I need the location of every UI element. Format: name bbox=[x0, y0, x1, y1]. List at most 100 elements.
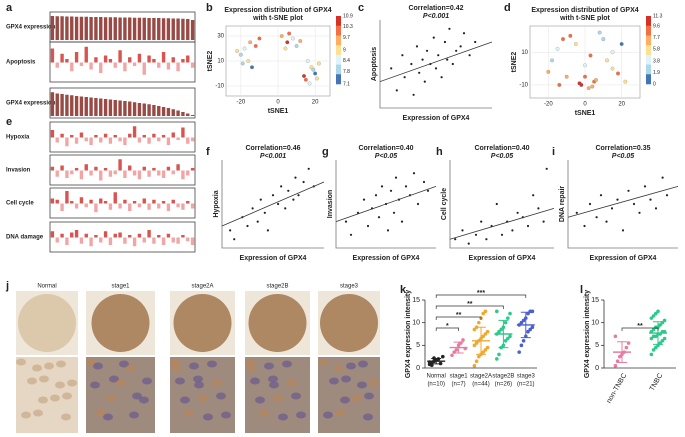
bar bbox=[190, 168, 195, 171]
bar bbox=[142, 166, 146, 171]
colorbar-swatch bbox=[336, 35, 341, 46]
colorbar-label: 1.9 bbox=[653, 70, 660, 76]
panel-label: d bbox=[504, 2, 511, 14]
dot bbox=[651, 348, 656, 352]
bar bbox=[55, 237, 59, 243]
y-axis-label: Invasion bbox=[327, 190, 334, 218]
bar bbox=[70, 135, 74, 138]
point bbox=[500, 233, 504, 236]
row-frame bbox=[49, 121, 196, 153]
bar bbox=[190, 115, 195, 116]
point bbox=[251, 207, 254, 210]
point bbox=[616, 71, 620, 76]
axes bbox=[379, 20, 492, 109]
panel-label: l bbox=[580, 284, 583, 296]
bar bbox=[84, 16, 88, 40]
bar bbox=[123, 137, 127, 145]
bar bbox=[171, 237, 175, 243]
fit-line bbox=[335, 186, 437, 222]
axes bbox=[449, 160, 554, 249]
x-tick-label: -20 bbox=[237, 100, 246, 106]
bar bbox=[99, 198, 103, 204]
panel-label: k bbox=[400, 284, 407, 296]
tissue-core bbox=[248, 294, 307, 352]
bar bbox=[152, 18, 156, 40]
bar bbox=[147, 137, 151, 144]
cell bbox=[129, 411, 139, 419]
bar bbox=[161, 170, 166, 178]
bar bbox=[94, 235, 98, 238]
point bbox=[542, 220, 545, 223]
colorbar-label: 10.3 bbox=[343, 24, 353, 30]
point bbox=[380, 185, 384, 188]
dot bbox=[506, 316, 510, 320]
fit-line bbox=[379, 41, 493, 82]
bar bbox=[89, 170, 93, 176]
dot bbox=[483, 332, 488, 336]
x-tick-label: non-TNBC bbox=[606, 372, 629, 404]
row-label: Apoptosis bbox=[6, 60, 36, 66]
cell bbox=[287, 379, 297, 387]
y-tick-label: 0 bbox=[595, 365, 599, 372]
bar bbox=[113, 233, 117, 238]
dot bbox=[481, 334, 486, 339]
point bbox=[362, 198, 366, 201]
bar bbox=[55, 93, 59, 116]
bar bbox=[60, 203, 64, 211]
bar bbox=[157, 170, 161, 176]
cell bbox=[132, 392, 142, 400]
bar bbox=[137, 137, 142, 143]
point bbox=[474, 40, 477, 44]
dot bbox=[477, 354, 481, 359]
point bbox=[386, 229, 390, 232]
cell bbox=[96, 409, 106, 417]
cell bbox=[335, 409, 345, 417]
tissue-core bbox=[173, 294, 232, 352]
fit-line bbox=[449, 208, 555, 240]
bar bbox=[94, 135, 98, 138]
bar bbox=[147, 203, 151, 210]
dot bbox=[483, 348, 488, 352]
bar bbox=[152, 168, 156, 171]
cell bbox=[109, 375, 119, 383]
cell bbox=[61, 413, 71, 421]
x-tick-label: Normal bbox=[427, 374, 446, 380]
significance-bracket bbox=[435, 327, 459, 331]
y-tick-label: 10 bbox=[412, 320, 420, 327]
point bbox=[248, 40, 253, 45]
cell bbox=[184, 409, 194, 417]
point bbox=[305, 59, 310, 63]
bar bbox=[181, 59, 185, 63]
bar bbox=[118, 100, 122, 116]
point bbox=[610, 207, 614, 210]
dot bbox=[654, 345, 658, 350]
point bbox=[349, 233, 353, 236]
point bbox=[643, 185, 647, 188]
point bbox=[599, 194, 603, 197]
bar bbox=[190, 137, 195, 142]
bar bbox=[70, 95, 74, 116]
cell bbox=[93, 362, 103, 370]
bar bbox=[60, 53, 64, 63]
point bbox=[416, 202, 420, 206]
significance-bracket bbox=[435, 316, 482, 320]
bar bbox=[65, 191, 69, 204]
bar bbox=[152, 133, 156, 138]
y-axis-label: tSNE2 bbox=[207, 51, 214, 72]
n-label: (n=21) bbox=[517, 382, 535, 388]
bar bbox=[50, 198, 55, 204]
x-axis-label: Expression of GPX4 bbox=[240, 255, 307, 262]
point bbox=[595, 216, 598, 219]
bar bbox=[161, 18, 166, 40]
row-label: Hypoxia bbox=[6, 135, 30, 141]
y-tick-label: 0 bbox=[416, 365, 420, 372]
cell bbox=[352, 394, 362, 402]
point bbox=[259, 198, 262, 201]
dot bbox=[613, 363, 618, 368]
point bbox=[238, 52, 243, 57]
cell bbox=[171, 364, 181, 372]
cell bbox=[268, 375, 278, 383]
cell bbox=[358, 360, 368, 368]
point bbox=[654, 207, 658, 210]
point bbox=[422, 180, 426, 184]
